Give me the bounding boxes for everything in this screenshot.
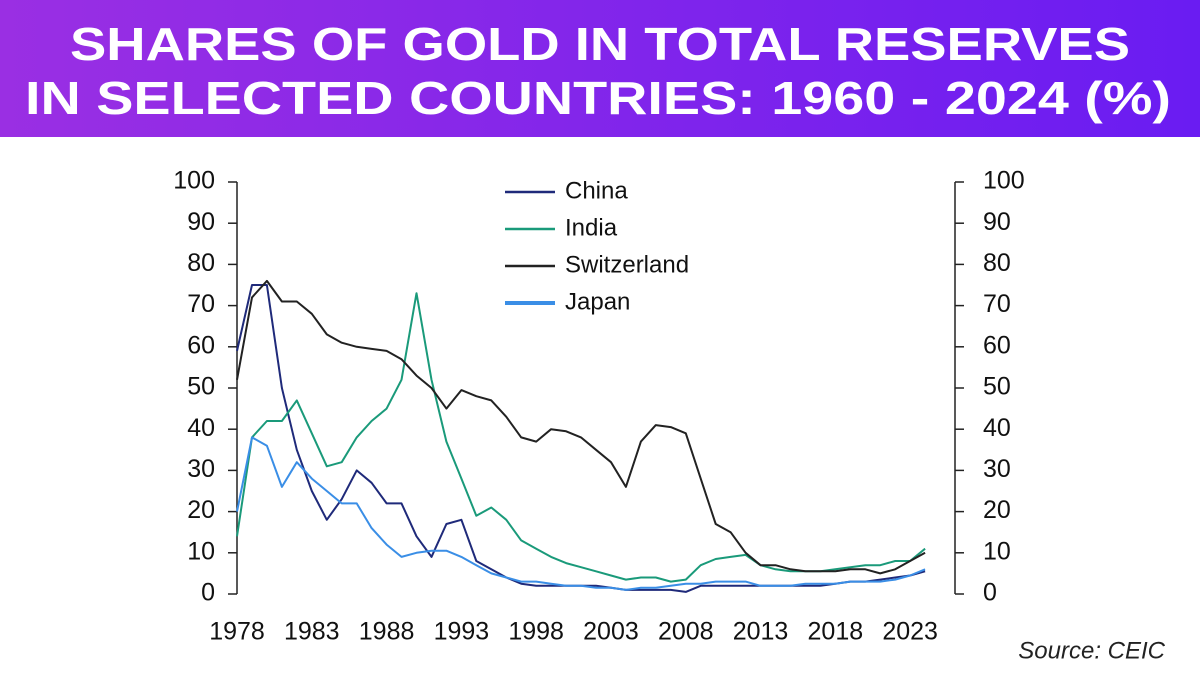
y2-tick-label: 40 <box>983 414 1011 442</box>
x-tick-label: 1983 <box>284 618 340 646</box>
x-tick-label: 2023 <box>882 618 938 646</box>
y2-tick-label: 20 <box>983 496 1011 524</box>
legend-label: China <box>565 177 628 204</box>
y2-tick-label: 30 <box>983 455 1011 483</box>
x-tick-label: 1988 <box>359 618 415 646</box>
y-tick-label: 70 <box>187 290 215 318</box>
y-tick-label: 100 <box>173 167 215 195</box>
header-band <box>0 0 1200 137</box>
y-tick-label: 90 <box>187 208 215 236</box>
x-tick-label: 1993 <box>434 618 490 646</box>
y2-tick-label: 0 <box>983 579 997 607</box>
x-tick-label: 2018 <box>808 618 864 646</box>
series-line <box>236 436 926 591</box>
y-tick-label: 60 <box>187 331 215 359</box>
y-tick-label: 20 <box>187 496 215 524</box>
legend-label: Switzerland <box>565 251 689 278</box>
x-tick-label: 2003 <box>583 618 639 646</box>
y2-tick-label: 60 <box>983 331 1011 359</box>
y2-tick-label: 10 <box>983 537 1011 565</box>
y-tick-label: 10 <box>187 537 215 565</box>
legend-label: India <box>565 214 618 241</box>
chart-title: IN SELECTED COUNTRIES: 1960 - 2024 (%) <box>25 72 1171 124</box>
legend-label: Japan <box>565 288 630 315</box>
source-note: Source: CEIC <box>1018 637 1165 664</box>
y-tick-label: 30 <box>187 455 215 483</box>
x-tick-label: 1978 <box>209 618 265 646</box>
y2-tick-label: 100 <box>983 167 1025 195</box>
y2-tick-label: 80 <box>983 249 1011 277</box>
x-tick-label: 2008 <box>658 618 714 646</box>
y-tick-label: 40 <box>187 414 215 442</box>
y-tick-label: 50 <box>187 373 215 401</box>
y2-tick-label: 50 <box>983 373 1011 401</box>
x-tick-label: 2013 <box>733 618 789 646</box>
chart-title: SHARES OF GOLD IN TOTAL RESERVES <box>70 18 1130 70</box>
y2-tick-label: 70 <box>983 290 1011 318</box>
y2-tick-label: 90 <box>983 208 1011 236</box>
x-tick-label: 1998 <box>508 618 564 646</box>
series-line <box>236 279 926 575</box>
y-tick-label: 80 <box>187 249 215 277</box>
y-tick-label: 0 <box>201 579 215 607</box>
